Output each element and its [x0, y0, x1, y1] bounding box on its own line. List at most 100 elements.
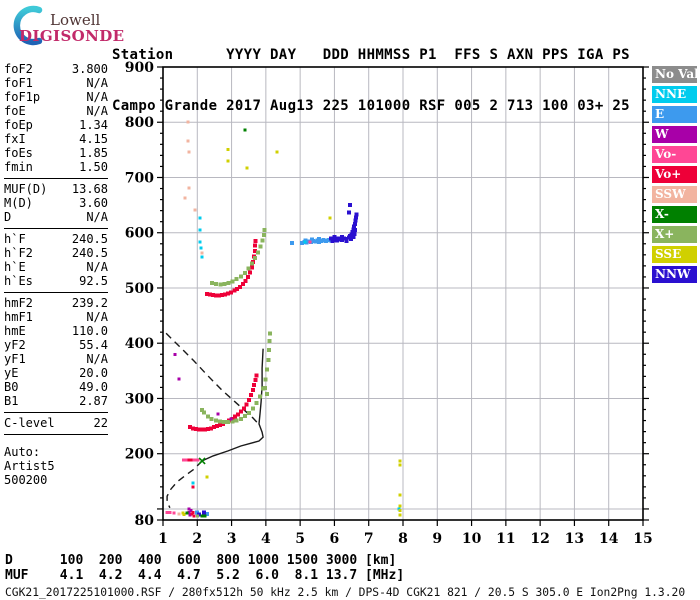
param-label: B0 — [4, 380, 19, 394]
legend-item-x: X- — [652, 206, 697, 223]
series-x-trace-1st-hop — [200, 331, 272, 425]
param-label: h`E — [4, 260, 26, 274]
direction-legend: No Val NNE E W Vo- Vo+ SSW X- X+ SSE NNW — [652, 66, 697, 286]
auto-line: Artist5 — [4, 459, 55, 473]
param-row-ye: yE 20.0 — [4, 366, 108, 380]
panel-divider — [4, 228, 108, 229]
legend-item-nne: NNE — [652, 86, 697, 103]
station-header: Station YYYY DAY DDD HHMMSS P1 FFS S AXN… — [112, 13, 630, 149]
param-row-b0: B0 49.0 — [4, 380, 108, 394]
axis-ticks — [157, 66, 649, 526]
param-row-hme: hmE 110.0 — [4, 324, 108, 338]
lowell-digisonde-logo: Lowell DIGISONDE — [6, 4, 124, 46]
param-row-fof2: foF2 3.800 — [4, 62, 108, 76]
legend-item-x: X+ — [652, 226, 697, 243]
y-tick-label: 900 — [125, 60, 154, 76]
y-tick-label: 200 — [125, 447, 154, 463]
plot-grid — [163, 67, 643, 520]
series-scatter-nne — [191, 216, 401, 511]
param-value: 49.0 — [79, 380, 108, 394]
series-oblique-cluster-nnw — [197, 203, 359, 517]
param-value: N/A — [86, 260, 108, 274]
legend-item-no-val: No Val — [652, 66, 697, 83]
param-row-foe: foE N/A — [4, 104, 108, 118]
param-label: C-level — [4, 416, 55, 430]
param-value: 1.85 — [79, 146, 108, 160]
x-tick-label: 2 — [192, 531, 202, 547]
param-label: hmE — [4, 324, 26, 338]
param-label: D — [4, 210, 12, 224]
curve-profile-dashed-upper — [165, 332, 258, 423]
logo-text-lowell: Lowell — [50, 11, 101, 29]
y-tick-label: 80 — [135, 513, 155, 529]
y-axis-labels: 900 800 700 600 500 400 300 200 80 — [125, 60, 154, 529]
param-row-yf2: yF2 55.4 — [4, 338, 108, 352]
param-value: 110.0 — [71, 324, 108, 338]
param-row-b1: B1 2.87 — [4, 394, 108, 408]
param-label: foEs — [4, 146, 33, 160]
param-row-hmf1: hmF1 N/A — [4, 310, 108, 324]
param-value: 3.60 — [79, 196, 108, 210]
param-value: 240.5 — [71, 246, 108, 260]
header-values-row: Campo Grande 2017 Aug13 225 101000 RSF 0… — [112, 98, 630, 114]
param-value: 240.5 — [71, 232, 108, 246]
param-value: 55.4 — [79, 338, 108, 352]
y-tick-label: 400 — [125, 336, 154, 352]
x-tick-label: 15 — [633, 531, 652, 547]
y-tick-label: 300 — [125, 391, 154, 407]
series-scatter-x-minus — [185, 128, 247, 518]
x-tick-label: 5 — [295, 531, 305, 547]
logo-text-digisonde: DIGISONDE — [19, 27, 125, 45]
param-value: 20.0 — [79, 366, 108, 380]
panel-divider — [4, 178, 108, 179]
param-label: foF1 — [4, 76, 33, 90]
param-label: yF2 — [4, 338, 26, 352]
curve-profile-dashed-lower — [166, 460, 203, 509]
param-value: 1.34 — [79, 118, 108, 132]
param-label: fxI — [4, 132, 26, 146]
curve-artist-fitted-trace — [201, 348, 264, 462]
param-label: hmF2 — [4, 296, 33, 310]
param-label: fmin — [4, 160, 33, 174]
param-label: yF1 — [4, 352, 26, 366]
series-scatter-ssw — [177, 120, 204, 516]
param-row-fxi: fxI 4.15 — [4, 132, 108, 146]
param-value: N/A — [86, 310, 108, 324]
param-row-muf-d: MUF(D) 13.68 — [4, 182, 108, 196]
x-tick-label: 6 — [330, 531, 340, 547]
legend-item-w: W — [652, 126, 697, 143]
x-tick-label: 1 — [158, 531, 168, 547]
param-row-foes: foEs 1.85 — [4, 146, 108, 160]
legend-item-vo: Vo- — [652, 146, 697, 163]
param-value: 3.800 — [71, 62, 108, 76]
param-row-hmf2: hmF2 239.2 — [4, 296, 108, 310]
legend-item-e: E — [652, 106, 697, 123]
muf-table-row-muf: MUF 4.1 4.2 4.4 4.7 5.2 6.0 8.1 13.7 [MH… — [5, 568, 405, 583]
param-row-foep: foEp 1.34 — [4, 118, 108, 132]
param-row-fof1p: foF1p N/A — [4, 90, 108, 104]
param-row-fmin: fmin 1.50 — [4, 160, 108, 174]
x-axis-labels: 1 2 3 4 5 6 7 8 9 10 11 12 13 14 15 — [158, 531, 653, 547]
param-label: h`Es — [4, 274, 33, 288]
x-tick-label: 10 — [462, 531, 482, 547]
param-value: N/A — [86, 76, 108, 90]
param-label: foEp — [4, 118, 33, 132]
legend-item-vo: Vo+ — [652, 166, 697, 183]
param-value: 22 — [93, 416, 108, 430]
param-row-yf1: yF1 N/A — [4, 352, 108, 366]
panel-divider — [4, 434, 108, 435]
param-value: N/A — [86, 210, 108, 224]
param-row-h-e: h`E N/A — [4, 260, 108, 274]
param-label: M(D) — [4, 196, 33, 210]
legend-item-sse: SSE — [652, 246, 697, 263]
x-tick-label: 14 — [599, 531, 619, 547]
series-x-trace-2nd-hop — [210, 228, 267, 287]
legend-item-nnw: NNW — [652, 266, 697, 283]
series-scatter-sse — [181, 147, 402, 517]
param-label: h`F2 — [4, 246, 33, 260]
series-o-trace-1st-hop — [188, 373, 259, 432]
param-row-h-es: h`Es 92.5 — [4, 274, 108, 288]
d-muf-rows: D 100 200 400 600 800 1000 1500 3000 [km… — [5, 553, 685, 583]
series-scatter-x-plus — [195, 514, 199, 518]
